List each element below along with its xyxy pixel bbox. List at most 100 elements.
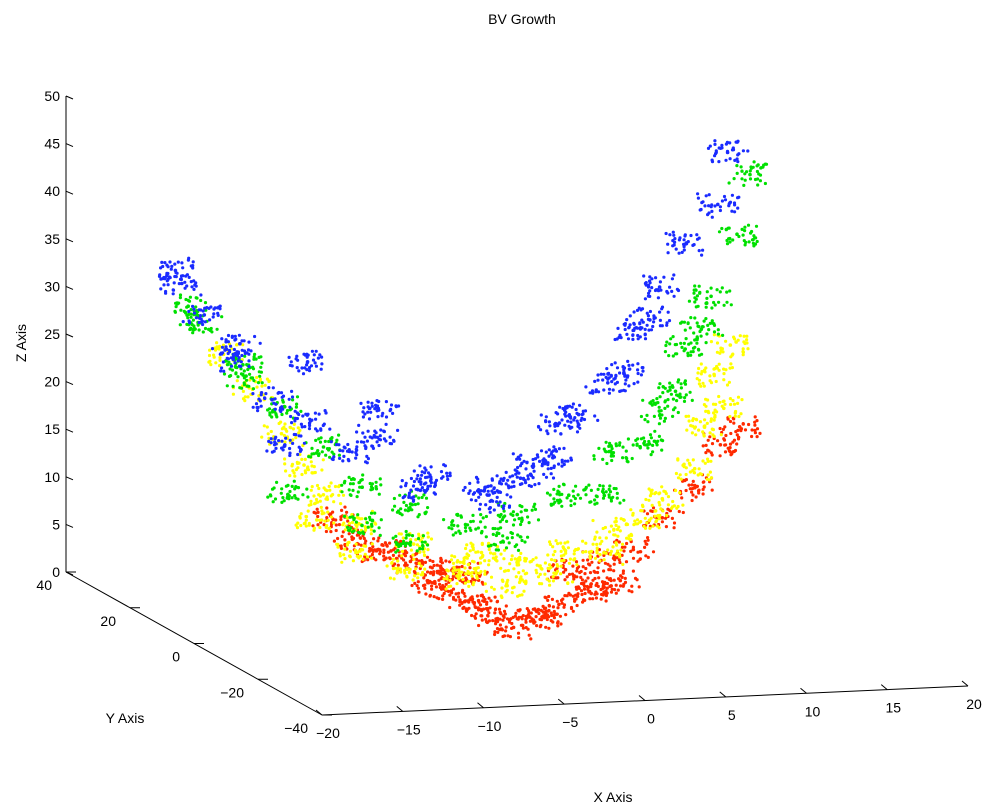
blue-data-point — [647, 283, 651, 287]
red-data-point — [382, 558, 386, 562]
green-data-point — [659, 409, 663, 413]
green-data-point — [728, 236, 732, 241]
green-data-point — [268, 493, 272, 497]
green-data-point — [509, 531, 513, 535]
blue-data-point — [672, 294, 676, 298]
blue-data-point — [433, 484, 437, 489]
red-data-point — [593, 576, 597, 581]
yellow-data-point — [283, 440, 287, 444]
blue-data-point — [708, 144, 712, 148]
blue-data-point — [202, 313, 207, 317]
yellow-data-point — [728, 343, 733, 347]
red-data-point — [454, 592, 458, 596]
green-data-point — [645, 413, 649, 417]
yellow-data-point — [712, 333, 717, 337]
blue-data-point — [498, 500, 502, 504]
yellow-data-point — [552, 571, 556, 575]
green-data-point — [520, 519, 524, 524]
red-data-point — [618, 560, 622, 565]
green-data-point — [372, 529, 376, 533]
red-data-point — [556, 624, 560, 628]
blue-data-point — [713, 142, 717, 146]
red-data-point — [504, 604, 508, 608]
green-data-point — [248, 372, 252, 376]
yellow-data-point — [304, 515, 309, 519]
green-data-point — [379, 483, 383, 487]
green-data-point — [404, 503, 408, 508]
green-data-point — [351, 482, 355, 486]
blue-data-point — [686, 240, 690, 244]
red-data-point — [563, 594, 567, 598]
red-data-point — [601, 593, 605, 597]
red-data-point — [576, 592, 580, 596]
blue-data-point — [704, 194, 708, 198]
yellow-data-point — [294, 523, 298, 527]
green-data-point — [658, 382, 662, 386]
green-data-point — [693, 284, 697, 288]
red-data-point — [547, 608, 551, 613]
yellow-data-point — [363, 528, 368, 532]
green-data-point — [395, 510, 399, 514]
blue-data-point — [623, 382, 627, 386]
yellow-data-point — [696, 473, 700, 477]
blue-data-point — [519, 453, 523, 457]
yellow-data-point — [595, 530, 599, 534]
yellow-data-point — [741, 347, 745, 351]
blue-data-point — [354, 456, 358, 460]
green-data-point — [755, 169, 760, 174]
blue-data-point — [735, 140, 739, 144]
yellow-data-point — [390, 561, 394, 565]
blue-data-point — [290, 395, 295, 399]
yellow-data-point — [296, 466, 300, 470]
blue-data-point — [736, 196, 740, 200]
blue-data-point — [632, 382, 636, 386]
blue-data-point — [643, 297, 648, 301]
blue-data-point — [190, 285, 194, 289]
yellow-data-point — [696, 371, 700, 375]
red-data-point — [404, 561, 408, 565]
green-data-point — [370, 519, 375, 523]
blue-data-point — [347, 448, 351, 452]
green-data-point — [493, 543, 498, 547]
red-data-point — [479, 607, 483, 612]
z-tick-label: 25 — [44, 326, 60, 342]
blue-data-point — [648, 309, 653, 314]
red-data-point — [684, 488, 688, 493]
yellow-data-point — [679, 477, 683, 481]
blue-data-point — [189, 280, 193, 284]
green-data-point — [608, 484, 612, 488]
red-data-point — [575, 569, 579, 573]
blue-data-point — [672, 233, 676, 237]
blue-data-point — [157, 274, 162, 278]
red-data-point — [505, 617, 510, 621]
yellow-data-point — [593, 537, 597, 541]
green-data-point — [689, 350, 693, 354]
yellow-data-point — [292, 422, 296, 426]
blue-data-point — [181, 266, 185, 270]
red-data-point — [701, 487, 705, 492]
red-data-point — [514, 611, 518, 615]
red-data-point — [755, 427, 760, 431]
blue-data-point — [381, 411, 385, 415]
yellow-data-point — [326, 510, 330, 514]
blue-data-point — [584, 385, 588, 389]
blue-data-point — [179, 274, 184, 278]
green-data-point — [516, 533, 520, 537]
green-data-point — [631, 443, 635, 447]
red-data-point — [503, 612, 507, 616]
green-data-point — [358, 531, 362, 535]
blue-data-point — [720, 143, 724, 147]
red-data-point — [432, 570, 436, 574]
blue-data-point — [549, 452, 553, 456]
green-data-point — [314, 438, 318, 442]
blue-data-point — [416, 473, 420, 478]
blue-data-point — [177, 282, 181, 286]
yellow-data-point — [299, 523, 303, 528]
yellow-data-point — [545, 577, 549, 581]
red-data-point — [456, 595, 461, 599]
blue-data-point — [544, 420, 548, 424]
yellow-data-point — [503, 548, 507, 552]
blue-data-point — [476, 477, 480, 481]
green-data-point — [668, 385, 672, 389]
blue-data-point — [646, 314, 651, 318]
